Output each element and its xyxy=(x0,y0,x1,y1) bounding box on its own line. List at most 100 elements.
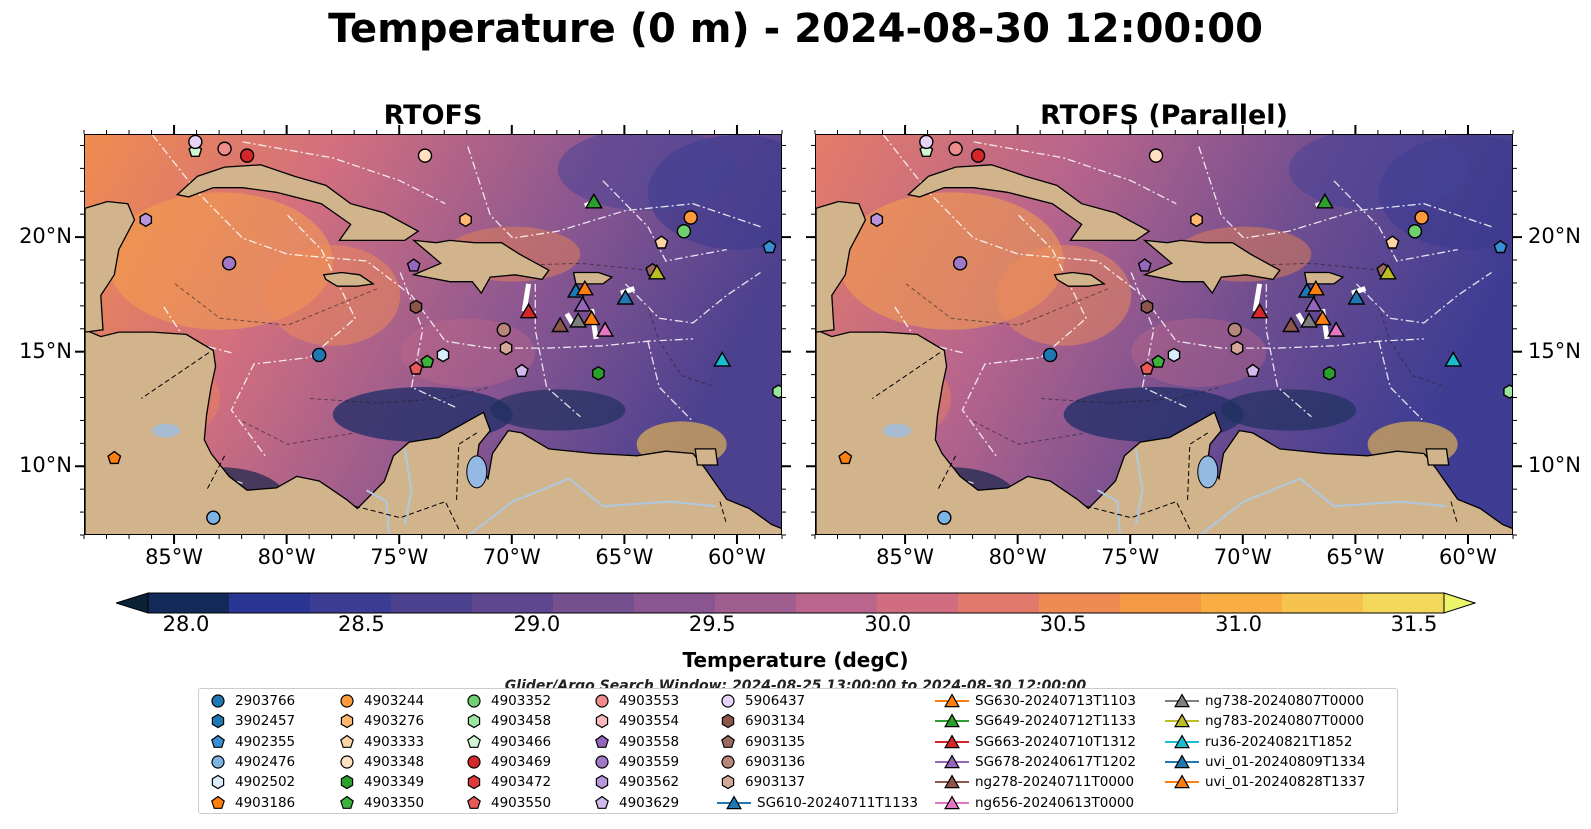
legend-marker xyxy=(595,755,609,769)
legend-item: SG630-20240713T1103 xyxy=(935,691,1136,711)
land-jamaica xyxy=(1053,271,1106,287)
legend-label: 4903350 xyxy=(364,794,425,811)
legend-label: SG678-20240617T1202 xyxy=(975,753,1136,770)
legend-label: 4902502 xyxy=(235,774,296,791)
map-panel-rtofs[interactable] xyxy=(84,134,782,535)
platform-2903766 xyxy=(1042,347,1058,363)
platform-ng656-20240613T0000 xyxy=(1327,321,1346,337)
legend-item: 4903472 xyxy=(463,772,551,792)
platform-4903559 xyxy=(952,256,968,271)
legend-label: 4903562 xyxy=(619,774,680,791)
platform-4903352 xyxy=(1407,224,1423,239)
legend-label: 6903135 xyxy=(745,733,806,750)
platform-4903349 xyxy=(592,365,605,381)
colorbar-segment xyxy=(472,593,554,613)
legend-marker xyxy=(935,713,969,728)
colorbar-segment xyxy=(1120,593,1202,613)
legend-item: 4903469 xyxy=(463,752,551,772)
legend-label: ng738-20240807T0000 xyxy=(1205,693,1365,709)
platform-4902355 xyxy=(762,239,777,254)
legend-marker xyxy=(935,754,969,769)
colorbar-segment xyxy=(796,593,878,613)
platform-4903562 xyxy=(139,212,153,228)
platform-6903136 xyxy=(496,322,511,337)
legend-marker xyxy=(717,794,751,809)
legend-item: 4903349 xyxy=(336,772,424,792)
platform-4902502 xyxy=(1167,347,1181,363)
legend-item: 4903244 xyxy=(336,691,424,711)
legend-label: 4903558 xyxy=(619,733,680,750)
legend-label: 6903137 xyxy=(745,774,806,791)
lon-tick-label: 65°W xyxy=(595,545,654,569)
lon-tick-label: 80°W xyxy=(257,545,316,569)
land-puerto-rico xyxy=(572,271,614,285)
platform-4903629 xyxy=(514,363,529,378)
legend-label: 4903244 xyxy=(364,693,425,709)
legend-item: ng738-20240807T0000 xyxy=(1165,691,1364,711)
colorbar-segment xyxy=(553,593,635,613)
legend-marker xyxy=(1165,733,1199,748)
legend-item: 6903137 xyxy=(717,772,805,792)
land-yucatan xyxy=(816,200,867,333)
legend-marker xyxy=(721,755,735,769)
platform-4903348 xyxy=(417,148,433,163)
platform-ng656-20240613T0000 xyxy=(596,321,615,337)
colorbar-segment xyxy=(1201,593,1283,613)
legend-label: ng656-20240613T0000 xyxy=(975,794,1135,811)
legend-marker xyxy=(721,734,735,748)
legend-label: 4903352 xyxy=(491,693,552,709)
platform-5906437 xyxy=(919,135,934,150)
legend-item: uvi_01-20240809T1334 xyxy=(1165,752,1365,772)
legend-marker xyxy=(721,774,735,790)
legend-marker xyxy=(595,795,609,809)
platform-SG678-20240617T1202 xyxy=(573,296,592,312)
legend-marker xyxy=(1165,713,1199,728)
legend-label: 4903554 xyxy=(619,713,680,730)
lon-tick-label: 70°W xyxy=(1213,545,1272,569)
legend-item: ng278-20240711T0000 xyxy=(935,772,1134,792)
legend-marker xyxy=(340,755,354,769)
platform-ng783-20240807T0000 xyxy=(647,263,666,280)
legend-marker xyxy=(595,774,609,790)
platform-6903136 xyxy=(1227,322,1242,337)
legend-label: 2903766 xyxy=(235,693,296,709)
legend-item: 4903550 xyxy=(463,793,551,813)
colorbar-tick-label: 31.5 xyxy=(1390,612,1438,636)
platform-ng783-20240807T0000 xyxy=(1378,263,1397,280)
legend-marker xyxy=(211,795,225,809)
platform-4903276 xyxy=(1190,212,1203,228)
platform-ru36-20240821T1852 xyxy=(713,351,732,367)
legend-label: uvi_01-20240809T1334 xyxy=(1205,753,1366,770)
platform-4903559 xyxy=(221,256,237,271)
legend-label: SG610-20240711T1133 xyxy=(757,794,918,811)
platform-4903186 xyxy=(838,450,853,465)
legend-item: 3902457 xyxy=(207,711,295,731)
legend-item: 4902502 xyxy=(207,772,295,792)
platform-4903276 xyxy=(459,212,472,228)
legend-item: uvi_01-20240828T1337 xyxy=(1165,772,1365,792)
legend-marker xyxy=(1165,774,1199,789)
figure-title: Temperature (0 m) - 2024-08-30 12:00:00 xyxy=(328,6,1263,52)
colorbar-tick-label: 30.5 xyxy=(1039,612,1087,636)
legend-item: 4903559 xyxy=(591,752,679,772)
legend-marker xyxy=(211,694,225,708)
legend-marker xyxy=(935,794,969,809)
lon-tick-label: 75°W xyxy=(370,545,429,569)
lat-tick-label: 20°N xyxy=(1528,224,1581,249)
legend-label: ng783-20240807T0000 xyxy=(1205,713,1365,730)
platform-SG663-20240710T1312 xyxy=(1250,302,1269,319)
lon-tick-label: 60°W xyxy=(1438,545,1497,569)
lat-tick-label: 20°N xyxy=(19,224,72,249)
legend-label: 4903469 xyxy=(491,753,552,770)
colorbar-tick-label: 28.5 xyxy=(338,612,385,636)
legend-item: 4903186 xyxy=(207,793,295,813)
platform-ng278-20240711T0000 xyxy=(1282,316,1301,333)
map-panel-rtofs-parallel[interactable] xyxy=(815,134,1513,535)
legend-item: 4903333 xyxy=(336,732,424,752)
legend-item: 2903766 xyxy=(207,691,295,711)
platform-6903134 xyxy=(1140,299,1154,315)
legend-marker xyxy=(340,734,354,748)
platform-ru36-20240821T1852 xyxy=(1444,351,1463,367)
lake-maracaibo xyxy=(466,455,488,489)
lake-maracaibo xyxy=(1197,455,1219,489)
